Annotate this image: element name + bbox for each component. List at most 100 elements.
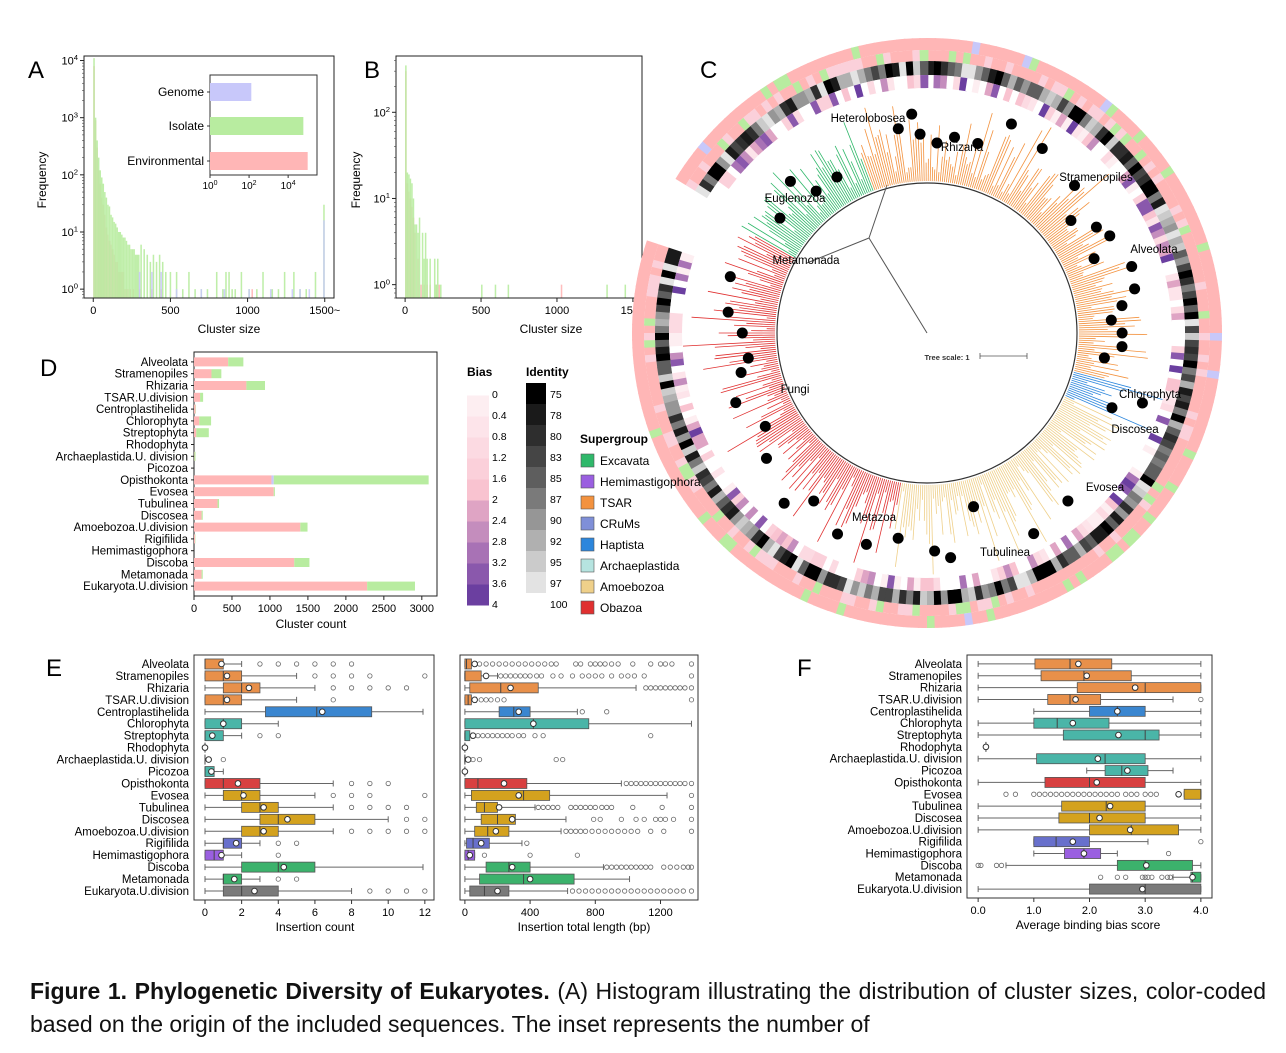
category-label: Rhodophyta (900, 742, 963, 754)
tree-leaf-branch (936, 484, 939, 506)
outlier-point (275, 661, 281, 667)
tree-leaf-branch (818, 459, 843, 494)
tree-leaf-branch (1000, 465, 1015, 490)
identity-ring-segment (1171, 406, 1188, 419)
category-label: Alveolata (142, 659, 190, 671)
mean-point (508, 816, 516, 823)
outlier-point (542, 661, 548, 667)
bias-ring-segment (710, 185, 726, 200)
bias-ring-segment (1145, 215, 1161, 229)
identity-ring-segment (1030, 565, 1045, 583)
tree-leaf-branch (976, 476, 998, 537)
tree-leaf-branch (1045, 427, 1075, 452)
source-ring-segment (1055, 568, 1069, 583)
category-label: Hemimastigophora (865, 849, 962, 861)
tree-leaf-branch (1059, 243, 1089, 261)
box-rhodophyta (982, 741, 990, 752)
source-ring-segment (1198, 318, 1210, 328)
identity-ring-segment (904, 590, 914, 605)
tree-leaf-branch (791, 213, 814, 233)
genome-marker-dot (1062, 495, 1074, 507)
outlier-point (1139, 874, 1145, 880)
origin-ring-segment (1209, 340, 1222, 350)
tree-leaf-branch (1008, 175, 1029, 206)
identity-ring-segment (933, 61, 943, 76)
panel-e2-xlabel: Insertion total length (bp) (518, 920, 651, 934)
source-ring-segment (644, 338, 656, 348)
box-rigifilida (1033, 836, 1204, 848)
inset-bar-genome (210, 83, 252, 101)
outlier-point (490, 733, 496, 739)
outlier-point (555, 804, 561, 810)
tree-leaf-branch (1077, 353, 1089, 357)
outlier-point (293, 876, 300, 882)
supergroup-swatch-amoebozoa (580, 579, 595, 594)
outlier-point (517, 673, 523, 679)
tree-leaf-branch (875, 480, 893, 553)
tree-leaf-branch (1032, 441, 1041, 450)
tree-leaf-branch (745, 344, 776, 349)
mean-point (284, 816, 291, 823)
identity-ring-segment (912, 61, 922, 76)
y-tick-label: 103 (61, 110, 78, 124)
identity-ring-segment (1050, 93, 1065, 111)
histogram-bar-isolate (105, 197, 108, 298)
histogram-bar-isolate (194, 289, 196, 298)
outlier-point (293, 840, 300, 846)
tree-leaf-branch (782, 430, 811, 454)
supergroup-label: Haptista (600, 538, 644, 552)
tree-leaf-branch (764, 196, 811, 236)
bias-ring-segment (920, 74, 929, 89)
histogram-bar-isolate (283, 271, 286, 298)
category-label: Tubulinea (138, 499, 189, 511)
histogram-bar-isolate (134, 254, 137, 298)
outlier-point (1003, 791, 1009, 797)
histogram-bar-isolate (152, 254, 155, 298)
histogram-bar-isolate (97, 157, 100, 298)
histogram-bar-isolate (440, 284, 442, 298)
bias-ring-segment (718, 174, 734, 189)
source-ring-segment (1113, 525, 1128, 540)
identity-ring-segment (778, 100, 794, 117)
bias-ring-segment (1169, 299, 1184, 309)
tree-leaf-branch (1077, 308, 1115, 315)
origin-ring-segment (1141, 511, 1157, 526)
tree-leaf-branch (753, 352, 777, 357)
tree-leaf-branch (764, 211, 806, 243)
tree-leaf-branch (812, 450, 832, 474)
outlier-point (978, 862, 984, 868)
outlier-point (563, 828, 569, 834)
tree-leaf-branch (821, 204, 832, 216)
tree-leaf-branch (827, 193, 840, 210)
histogram-bar-isolate (423, 258, 425, 298)
identity-ring-segment (1165, 228, 1182, 242)
tree-leaf-branch (1072, 280, 1103, 291)
y-tick-label-base: 10 (373, 193, 385, 205)
box-amoebozoa-u-division (464, 825, 695, 837)
source-ring-segment (644, 352, 657, 363)
outlier-point (688, 864, 695, 870)
tree-leaf-branch (1078, 325, 1135, 329)
origin-ring-segment (1060, 578, 1075, 593)
origin-ring-segment (1103, 548, 1119, 564)
source-ring-segment (1069, 91, 1083, 106)
origin-ring-segment (631, 331, 645, 341)
stacked-bar-environmental (194, 534, 196, 544)
histogram-bar-isolate (140, 244, 142, 298)
box-archaeplastida-u-division (464, 754, 566, 765)
origin-ring-segment (1172, 185, 1187, 200)
identity-label: 87 (550, 494, 562, 506)
genome-marker-dot (1126, 260, 1138, 272)
tree-leaf-branch (741, 367, 780, 377)
x-tick-label: 6 (312, 907, 318, 919)
category-label: Rhizaria (146, 381, 189, 393)
source-ring-segment (1085, 548, 1100, 563)
origin-ring-segment (1168, 178, 1184, 193)
source-ring-segment (715, 513, 730, 528)
histogram-bar-isolate (412, 198, 415, 298)
bias-ring-segment (1049, 109, 1063, 125)
outlier-point (483, 661, 489, 667)
tree-leaf-branch (802, 431, 813, 441)
source-ring-segment (685, 177, 700, 191)
outlier-point (496, 661, 502, 667)
